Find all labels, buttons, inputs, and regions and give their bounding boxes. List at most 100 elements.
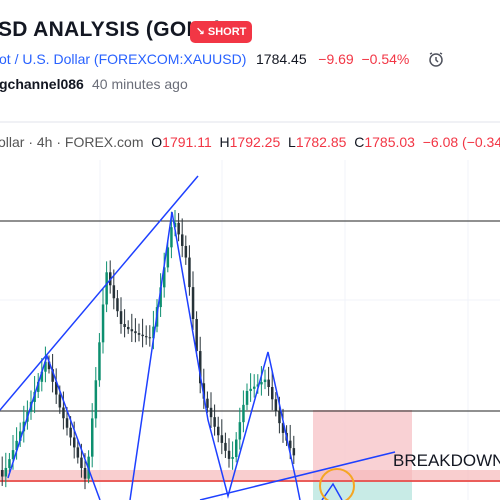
candle: [145, 336, 148, 338]
price-row: 1784.45 −9.69 −0.54%: [256, 51, 409, 67]
candle: [76, 447, 80, 458]
candle: [19, 431, 22, 441]
candle: [202, 383, 206, 399]
candle: [238, 422, 242, 440]
candle: [47, 361, 51, 370]
candle: [249, 388, 252, 391]
candle: [199, 351, 202, 384]
short-badge: ↘ SHORT: [190, 21, 252, 43]
candle: [119, 311, 123, 325]
candle: [278, 411, 281, 424]
low: 1782.85: [295, 134, 347, 150]
candle: [231, 457, 234, 459]
candle: [292, 448, 296, 456]
candle: [267, 379, 270, 388]
price: 1784.45: [256, 51, 307, 67]
candle: [4, 467, 8, 477]
candle: [69, 427, 72, 438]
candle: [83, 468, 87, 479]
change: −9.69: [318, 51, 354, 67]
candle: [213, 417, 216, 427]
candle: [40, 371, 44, 382]
candle: [256, 384, 260, 387]
candle: [141, 334, 144, 337]
open: 1791.11: [162, 134, 212, 150]
grid: [0, 160, 500, 500]
candle: [58, 394, 62, 408]
candle: [130, 329, 134, 332]
candle: [1, 470, 4, 477]
legend: ollar · 4h · FOREX.com O1791.11 H1792.25…: [0, 134, 500, 150]
alert-icon[interactable]: [429, 52, 443, 67]
candle: [159, 287, 162, 308]
symbol-link[interactable]: ot / U.S. Dollar (FOREXCOM:XAUUSD): [0, 51, 247, 67]
candle: [101, 304, 105, 343]
candle: [206, 398, 209, 408]
close: 1785.03: [364, 134, 415, 150]
candles: [1, 209, 296, 490]
candle: [51, 369, 54, 382]
candle: [29, 401, 33, 412]
candle: [62, 407, 65, 419]
candle: [281, 423, 285, 433]
candle: [98, 342, 101, 381]
candle: [105, 272, 108, 305]
legend-symbol: ollar · 4h · FOREX.com: [0, 134, 144, 150]
candle: [285, 432, 288, 441]
zigzag: [129, 211, 301, 500]
candle: [166, 247, 170, 268]
candle: [94, 380, 98, 419]
idea-title: SD ANALYSIS (GOLD): [0, 18, 223, 41]
badge-text: SHORT: [207, 26, 247, 38]
candle: [235, 439, 238, 458]
candle: [55, 381, 58, 395]
candle: [134, 331, 137, 334]
high: 1792.25: [229, 134, 281, 150]
candle: [173, 222, 177, 228]
candle: [127, 326, 130, 330]
l-label: L: [288, 134, 296, 150]
candle: [26, 411, 29, 422]
candle: [148, 337, 152, 339]
candle: [184, 245, 188, 258]
candle: [137, 333, 141, 335]
candle: [195, 319, 198, 352]
candle: [33, 391, 36, 402]
candle: [109, 272, 112, 286]
support-line: [199, 451, 396, 500]
candle: [37, 381, 40, 392]
candle: [15, 440, 18, 451]
annotation: BREAKDOWN: [393, 451, 500, 470]
time: 40 minutes ago: [92, 76, 188, 92]
candle: [163, 267, 166, 288]
candle: [220, 435, 224, 443]
candle: [242, 404, 245, 423]
stop-zone: [313, 410, 412, 480]
candle: [260, 382, 263, 385]
candle: [289, 440, 292, 449]
candle: [65, 418, 69, 428]
candle: [177, 222, 180, 235]
candle: [209, 407, 213, 418]
c-label: C: [354, 134, 365, 150]
candle: [44, 361, 47, 372]
candle: [245, 390, 249, 405]
candle: [170, 227, 173, 248]
candle: [263, 379, 267, 383]
candle: [181, 234, 184, 246]
candle: [112, 285, 116, 299]
candle: [87, 456, 90, 479]
drawings: [0, 175, 396, 500]
resistance-zone: [0, 470, 500, 482]
candle: [22, 421, 26, 432]
candle: [227, 450, 231, 459]
candle: [116, 298, 119, 312]
target-zone: [313, 480, 412, 500]
author[interactable]: gchannel086: [0, 76, 84, 92]
candle: [253, 386, 256, 389]
candle: [152, 326, 155, 339]
o-label: O: [151, 134, 163, 150]
candle: [80, 457, 83, 469]
candle: [274, 399, 278, 412]
